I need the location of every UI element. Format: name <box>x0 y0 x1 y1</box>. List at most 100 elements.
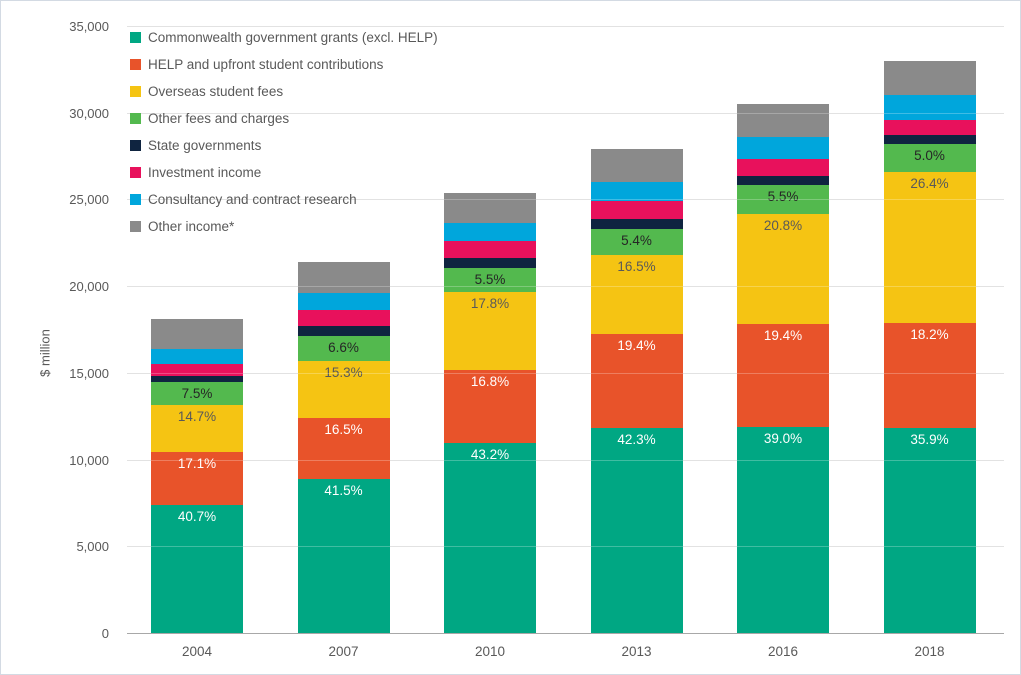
legend-swatch-icon <box>130 86 141 97</box>
bar-segment <box>444 258 536 268</box>
x-axis-line <box>127 633 1004 634</box>
bar-2013: 42.3% 19.4% 16.5% 5.4% <box>590 148 683 633</box>
bar-segment: 41.5% <box>297 478 390 633</box>
gridline <box>127 546 1004 548</box>
bar-segment <box>590 148 683 183</box>
bar-segment-label: 5.0% <box>914 147 945 163</box>
bar-segment-label: 19.4% <box>763 328 803 344</box>
bar-segment-label: 5.5% <box>474 271 506 287</box>
bar-segment: 14.7% <box>151 405 243 452</box>
bar-segment <box>590 219 683 229</box>
bar-2007: 41.5% 16.5% 15.3% 6.6% <box>297 261 390 633</box>
x-tick-label: 2016 <box>767 644 799 659</box>
bar-segment: 18.2% <box>883 323 976 428</box>
bar-segment: 16.5% <box>590 254 683 335</box>
x-tick-label: 2007 <box>328 644 359 659</box>
legend-swatch-icon <box>130 167 141 178</box>
bar-segment: 40.7% <box>151 505 243 633</box>
bar-segment: 6.6% <box>297 336 390 361</box>
y-tick-label: 30,000 <box>69 105 109 121</box>
bar-2010: 43.2% 16.8% 17.8% 5.5% <box>444 193 536 633</box>
bar-segment: 19.4% <box>737 324 829 427</box>
bar-segment-label: 16.5% <box>617 258 656 274</box>
legend-item: State governments <box>130 132 438 159</box>
bar-segment: 20.8% <box>737 214 829 325</box>
bar-segment: 5.5% <box>737 185 829 215</box>
bar-segment <box>883 119 976 135</box>
bar-segment-label: 7.5% <box>181 385 213 401</box>
legend: Commonwealth government grants (excl. HE… <box>130 24 438 240</box>
y-tick-label: 0 <box>101 626 109 641</box>
bar-segment-label: 39.0% <box>763 430 803 446</box>
bar-2016: 39.0% 19.4% 20.8% 5.5% <box>737 104 829 633</box>
bar-segment <box>883 60 976 96</box>
gridline-overlay <box>127 286 1004 288</box>
bar-segment: 15.3% <box>297 360 390 418</box>
legend-label: Consultancy and contract research <box>148 192 357 207</box>
plot-area: 40.7% 17.1% 14.7% 7.5% 2004 41.5% 16.5% 15.3% 6.… <box>127 26 1004 659</box>
bar-segment <box>444 240 536 259</box>
gridline-overlay <box>127 112 1004 114</box>
gridline-overlay <box>127 372 1004 374</box>
bar-segment: 5.5% <box>444 267 536 292</box>
bar-segment <box>737 104 829 138</box>
bar-segment <box>590 200 683 220</box>
legend-item: HELP and upfront student contributions <box>130 51 438 78</box>
bar-segment: 39.0% <box>737 426 829 633</box>
bar-segment <box>151 348 243 364</box>
bar-segment: 43.2% <box>444 443 536 633</box>
legend-swatch-icon <box>130 194 141 205</box>
gridline-overlay <box>127 26 1004 27</box>
bar-segment: 42.3% <box>590 428 683 633</box>
bar-segment-label: 40.7% <box>177 509 217 525</box>
legend-swatch-icon <box>130 59 141 70</box>
legend-swatch-icon <box>130 32 141 43</box>
legend-swatch-icon <box>130 221 141 232</box>
bar-segment: 7.5% <box>151 381 243 406</box>
bar-segment <box>737 158 829 176</box>
legend-label: Investment income <box>148 165 262 180</box>
bar-segment-label: 17.1% <box>177 455 217 471</box>
bar-segment <box>297 326 390 337</box>
bar-segment-label: 6.6% <box>328 340 359 356</box>
y-tick-label: 25,000 <box>69 192 109 208</box>
bar-segment: 16.5% <box>297 417 390 479</box>
bar-segment <box>883 95 976 120</box>
bar-segment <box>737 176 829 185</box>
gridline <box>127 459 1004 461</box>
legend-item: Other fees and charges <box>130 105 438 132</box>
bar-2018: 35.9% 18.2% 26.4% 5.0% <box>883 60 976 633</box>
bar-segment: 16.8% <box>444 369 536 444</box>
bar-segment <box>590 182 683 201</box>
bar-segment <box>297 310 390 327</box>
bar-segment <box>883 134 976 144</box>
bar-segment: 5.4% <box>590 228 683 255</box>
y-tick-label: 35,000 <box>69 19 109 34</box>
bar-segment: 17.8% <box>444 291 536 370</box>
legend-item: Consultancy and contract research <box>130 186 438 213</box>
legend-item: Other income* <box>130 213 438 240</box>
legend-label: State governments <box>148 138 262 153</box>
legend-label: Other fees and charges <box>148 111 290 126</box>
gridline <box>127 372 1004 374</box>
bar-segment-label: 19.4% <box>617 338 656 354</box>
bar-segment-label: 5.5% <box>767 189 799 204</box>
y-tick-label: 20,000 <box>69 279 109 295</box>
bar-segment <box>151 319 243 349</box>
legend-label: Commonwealth government grants (excl. HE… <box>148 30 438 45</box>
gridline <box>127 112 1004 114</box>
bar-segment: 17.1% <box>151 451 243 506</box>
legend-swatch-icon <box>130 113 141 124</box>
y-tick-label: 5,000 <box>76 539 109 555</box>
gridline-overlay <box>127 546 1004 548</box>
bar-segment-label: 5.4% <box>621 232 652 248</box>
x-tick-label: 2018 <box>914 644 945 659</box>
bar-segment-label: 17.8% <box>470 295 510 311</box>
legend-swatch-icon <box>130 140 141 151</box>
bar-segment-label: 16.5% <box>324 421 363 437</box>
bar-2004: 40.7% 17.1% 14.7% 7.5% <box>151 319 243 633</box>
gridline-overlay <box>127 459 1004 461</box>
bar-segment-label: 35.9% <box>910 431 949 447</box>
legend-label: Other income* <box>148 219 235 234</box>
bar-segment-label: 15.3% <box>324 364 363 380</box>
